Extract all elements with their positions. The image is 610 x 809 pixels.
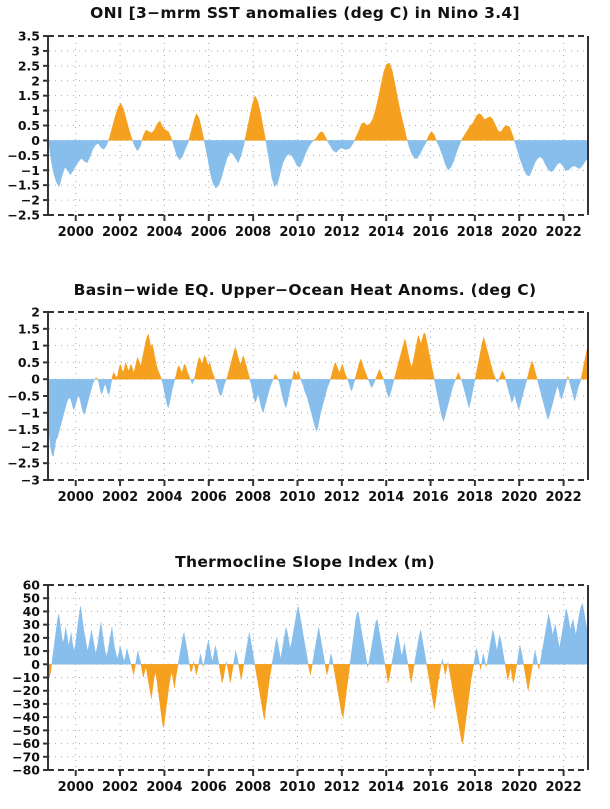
y-tick-label: 3 <box>31 43 40 58</box>
y-tick-label: −3 <box>21 473 40 488</box>
chart-title-oni: ONI [3−mrm SST anomalies (deg C) in Nino… <box>90 4 520 22</box>
x-tick-label: 2012 <box>324 490 360 505</box>
y-tick-label: −70 <box>12 749 40 764</box>
x-tick-label: 2012 <box>324 225 360 240</box>
y-tick-label: 1.5 <box>18 321 40 336</box>
x-tick-label: 2014 <box>368 490 404 505</box>
x-tick-label: 2002 <box>102 780 138 795</box>
x-tick-label: 2022 <box>546 225 582 240</box>
x-tick-label: 2020 <box>501 490 537 505</box>
x-tick-label: 2008 <box>235 780 271 795</box>
y-tick-label: −1.5 <box>7 422 40 437</box>
x-tick-label: 2008 <box>235 490 271 505</box>
x-tick-label: 2010 <box>279 780 315 795</box>
chart-panel-oni: ONI [3−mrm SST anomalies (deg C) in Nino… <box>0 0 610 270</box>
y-tick-label: 60 <box>23 578 41 593</box>
x-tick-label: 2006 <box>191 490 227 505</box>
y-tick-label: −20 <box>12 683 40 698</box>
x-tick-label: 2018 <box>457 780 493 795</box>
x-tick-label: 2022 <box>546 780 582 795</box>
y-tick-label: −2.5 <box>7 456 40 471</box>
y-tick-label: 0 <box>31 133 40 148</box>
y-tick-label: 0.5 <box>18 355 40 370</box>
y-tick-label: 1.5 <box>18 88 40 103</box>
y-tick-label: −2.5 <box>7 208 40 223</box>
y-tick-label: 2 <box>31 305 40 320</box>
y-tick-label: 2.5 <box>18 58 40 73</box>
y-tick-label: 30 <box>23 617 41 632</box>
x-tick-label: 2000 <box>58 780 94 795</box>
x-tick-label: 2006 <box>191 780 227 795</box>
y-tick-label: −1.5 <box>7 178 40 193</box>
y-tick-label: −40 <box>12 710 40 725</box>
x-tick-label: 2020 <box>501 780 537 795</box>
y-tick-label: −60 <box>12 736 40 751</box>
y-tick-label: 1 <box>31 338 40 353</box>
y-tick-label: −0.5 <box>7 389 40 404</box>
y-tick-label: −2 <box>21 439 40 454</box>
chart-title-thermocline-slope: Thermocline Slope Index (m) <box>175 553 435 571</box>
x-tick-label: 2010 <box>279 225 315 240</box>
y-tick-label: −0.5 <box>7 148 40 163</box>
plot-area-thermocline-slope: 6050403020100−10−20−30−40−50−60−70−80200… <box>12 578 589 795</box>
y-tick-label: −1 <box>21 163 40 178</box>
plot-area-oni: 3.532.521.510.50−0.5−1−1.5−2−2.5 2000 2002… <box>7 29 589 240</box>
x-tick-label: 2012 <box>324 780 360 795</box>
x-tick-label: 2022 <box>546 490 582 505</box>
x-tick-label: 2016 <box>412 225 448 240</box>
x-tick-label: 2016 <box>412 490 448 505</box>
chart-title-heat-content: Basin−wide EQ. Upper−Ocean Heat Anoms. (… <box>73 281 537 299</box>
y-tick-label: 20 <box>23 630 41 645</box>
y-tick-label: −1 <box>21 405 40 420</box>
y-tick-label: 10 <box>23 644 41 659</box>
plot-area-heat-content: 21.5 1 0.5 0 −0.5−1 −1.5 −2 −2.5 −3 2000 2002 2004 2… <box>7 305 589 505</box>
x-tick-label: 2002 <box>102 225 138 240</box>
x-tick-label: 2018 <box>457 490 493 505</box>
x-tick-label: 2020 <box>501 225 537 240</box>
x-tick-label: 2004 <box>146 225 182 240</box>
x-tick-label: 2010 <box>279 490 315 505</box>
x-tick-label: 2008 <box>235 225 271 240</box>
x-tick-label: 2006 <box>191 225 227 240</box>
chart-panel-thermocline-slope: Thermocline Slope Index (m) 60 50 40 30 20 10… <box>0 550 610 809</box>
y-tick-label: 0 <box>31 657 40 672</box>
chart-panel-heat-content: Basin−wide EQ. Upper−Ocean Heat Anoms. (… <box>0 270 610 550</box>
y-tick-label: −80 <box>12 763 40 778</box>
x-tick-label: 2014 <box>368 780 404 795</box>
y-tick-label: 3.5 <box>18 29 40 44</box>
x-tick-label: 2002 <box>102 490 138 505</box>
y-tick-label: 0.5 <box>18 118 40 133</box>
x-tick-label: 2018 <box>457 225 493 240</box>
x-tick-label: 2014 <box>368 225 404 240</box>
y-tick-label: 2 <box>31 73 40 88</box>
y-tick-label: −10 <box>12 670 40 685</box>
x-tick-label: 2004 <box>146 780 182 795</box>
x-tick-label: 2004 <box>146 490 182 505</box>
y-tick-label: 40 <box>23 604 41 619</box>
y-tick-label: 50 <box>23 591 41 606</box>
y-tick-label: −50 <box>12 723 40 738</box>
x-tick-label: 2016 <box>412 780 448 795</box>
y-tick-label: −2 <box>21 193 40 208</box>
y-tick-label: 1 <box>31 103 40 118</box>
x-tick-label: 2000 <box>58 490 94 505</box>
x-tick-label: 2000 <box>58 225 94 240</box>
y-tick-label: 0 <box>31 372 40 387</box>
y-tick-label: −30 <box>12 696 40 711</box>
